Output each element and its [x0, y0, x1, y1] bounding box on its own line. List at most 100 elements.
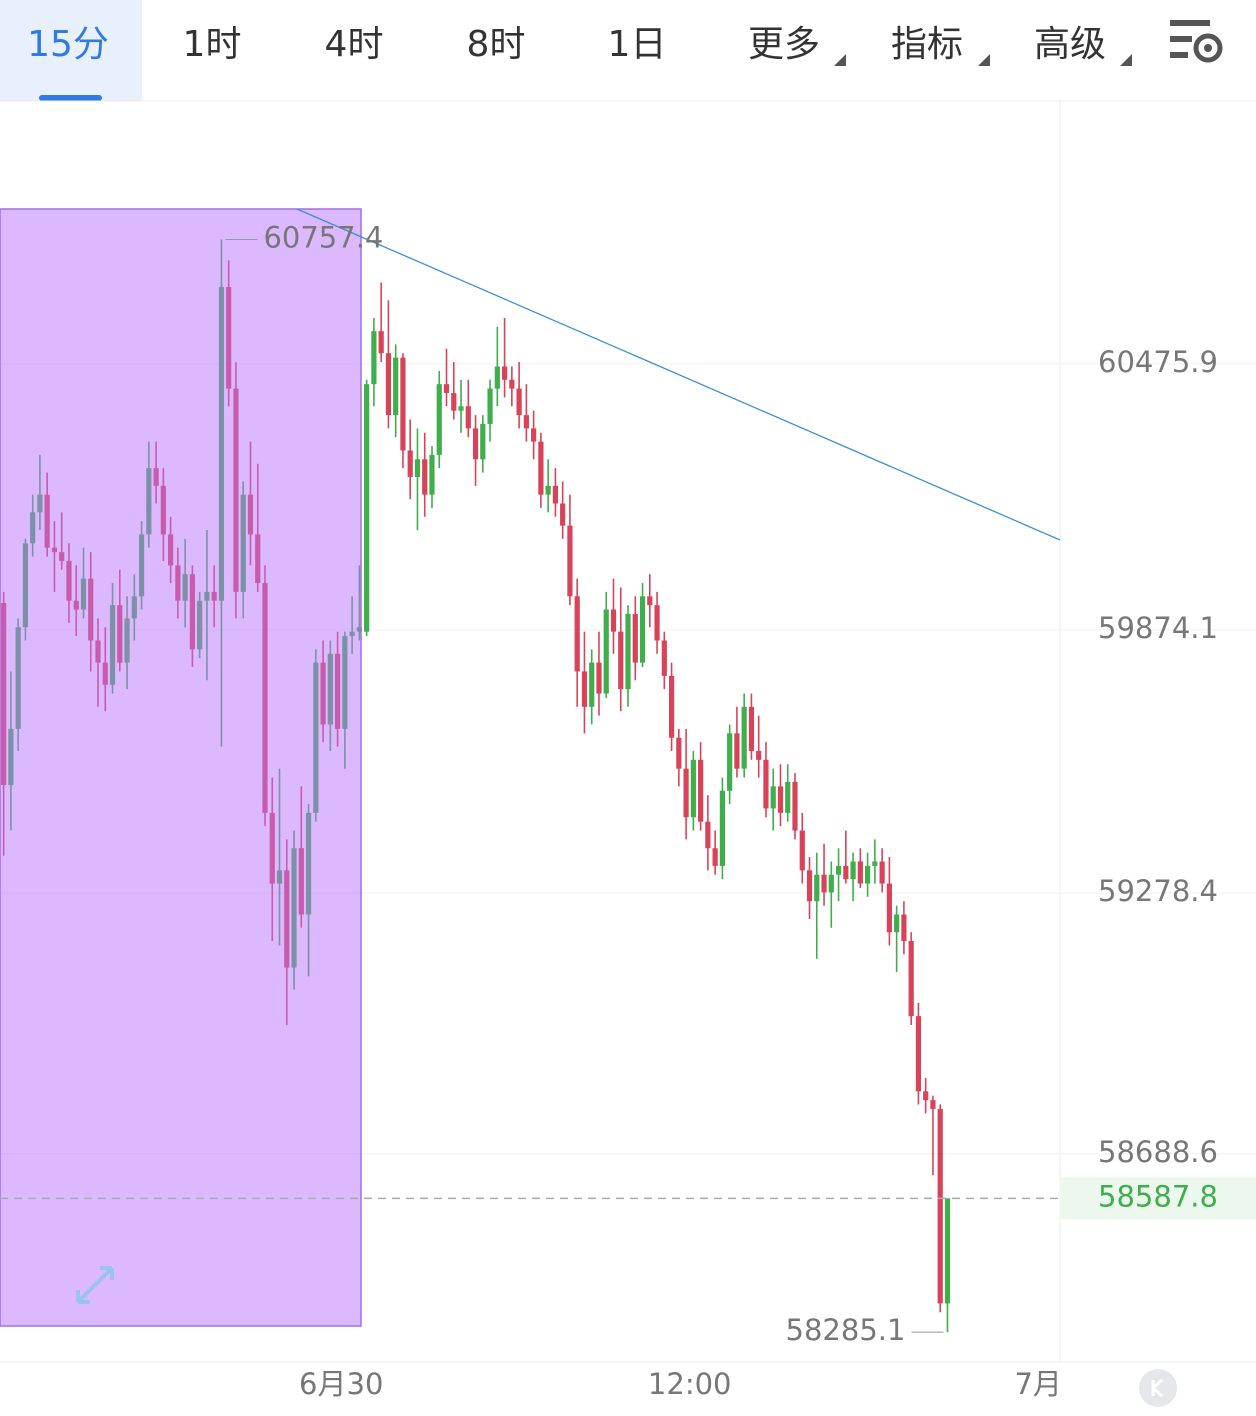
candle-body	[378, 331, 384, 354]
current-price-label: 58587.8	[1098, 1179, 1218, 1213]
candle-body	[639, 596, 646, 663]
candle-body	[480, 423, 486, 460]
candle-body	[676, 737, 682, 769]
candle-body	[523, 415, 529, 429]
candle-body	[472, 428, 479, 460]
candle-body	[894, 914, 900, 933]
candle-body	[930, 1100, 936, 1109]
candle-body	[806, 870, 813, 902]
candle-body	[589, 662, 595, 707]
candle-body	[828, 874, 834, 893]
y-tick-label: 58688.6	[1098, 1135, 1218, 1169]
candle-body	[443, 384, 450, 394]
candle-body	[393, 357, 399, 416]
candle-body	[690, 759, 696, 818]
candle-body	[574, 596, 580, 672]
candle-body	[872, 861, 878, 866]
tab[interactable]: 指标	[891, 24, 963, 65]
candle-body	[835, 865, 842, 875]
candle-body	[364, 384, 370, 632]
candle-body	[465, 406, 471, 429]
max-label: 60757.4	[263, 220, 383, 254]
candle-body	[850, 861, 856, 880]
candle-body	[625, 613, 631, 690]
candle-body	[712, 848, 718, 866]
tab-bar: 15分 1时 4时 8时 1日 更多 指标 高级	[0, 0, 1256, 102]
candle-body	[538, 441, 544, 495]
tab[interactable]: 高级	[1034, 24, 1106, 65]
candle-body	[879, 861, 885, 884]
candle-body	[451, 393, 457, 411]
candle-body	[843, 865, 849, 880]
candle-body	[814, 874, 820, 902]
candle-body	[865, 865, 871, 884]
tab[interactable]: 更多	[748, 24, 820, 65]
dropdown-arrows	[834, 54, 1132, 66]
candle-body	[647, 596, 653, 606]
candle-body	[581, 671, 588, 707]
candle-body	[719, 790, 725, 866]
tab[interactable]: 8时	[467, 24, 526, 65]
candle-body	[937, 1108, 943, 1304]
candle-body	[487, 388, 493, 424]
candle-body	[901, 914, 907, 942]
candle-body	[908, 941, 914, 1017]
candle-body	[777, 786, 784, 813]
candle-body	[705, 821, 711, 849]
x-tick-label: 12:00	[648, 1367, 732, 1401]
active-tab-bg	[0, 0, 142, 101]
candle-body	[552, 485, 559, 504]
settings-icon[interactable]	[1170, 20, 1223, 63]
candle-body	[610, 609, 617, 632]
candle-body	[821, 874, 827, 893]
candle-body	[436, 384, 442, 455]
tab[interactable]: 15分	[27, 24, 109, 65]
tab[interactable]: 1时	[183, 24, 242, 65]
current-price-bg	[1061, 1177, 1256, 1220]
candle-body	[915, 1016, 922, 1092]
candle-body	[458, 406, 464, 411]
tab[interactable]: 4时	[325, 24, 384, 65]
candle-body	[560, 503, 566, 526]
candle-body	[632, 613, 638, 663]
x-tick-label: 7月	[1014, 1367, 1061, 1401]
candle-body	[923, 1091, 929, 1101]
candle-body	[857, 861, 863, 884]
candle-body	[944, 1198, 951, 1304]
trend-line	[296, 208, 1061, 541]
candle-body	[531, 428, 537, 442]
candle-body	[741, 706, 747, 769]
candle-body	[734, 733, 740, 769]
overlay-layer: 60757.4 58285.1 58587.8	[0, 208, 1256, 1347]
y-tick-label: 60475.9	[1098, 345, 1218, 379]
candle-body	[756, 750, 762, 760]
candle-body	[509, 379, 515, 389]
candle-body	[414, 459, 421, 477]
expand-icon	[76, 1266, 114, 1304]
candle-body	[407, 450, 413, 477]
candle-body	[770, 786, 776, 809]
scroll-end-button[interactable]	[1139, 1369, 1177, 1407]
candle-body	[748, 706, 755, 751]
candle-body	[618, 631, 624, 690]
candle-body	[698, 759, 704, 822]
highlight-box	[0, 208, 362, 1327]
candle-body	[596, 662, 602, 694]
candle-body	[661, 640, 667, 676]
min-label: 58285.1	[786, 1313, 906, 1347]
candle-body	[785, 781, 791, 813]
candle-body	[763, 759, 769, 809]
y-tick-label: 59874.1	[1098, 611, 1218, 645]
active-tab-indicator	[39, 95, 102, 101]
candle-body	[385, 353, 392, 416]
candle-body	[792, 781, 798, 831]
candle-body	[501, 366, 508, 380]
candle-body	[886, 883, 892, 933]
candle-body	[668, 675, 675, 738]
candle-body	[654, 605, 660, 641]
candle-body	[545, 485, 551, 495]
candle-body	[429, 454, 435, 495]
y-tick-label: 59278.4	[1098, 874, 1218, 908]
tab[interactable]: 1日	[608, 24, 667, 65]
